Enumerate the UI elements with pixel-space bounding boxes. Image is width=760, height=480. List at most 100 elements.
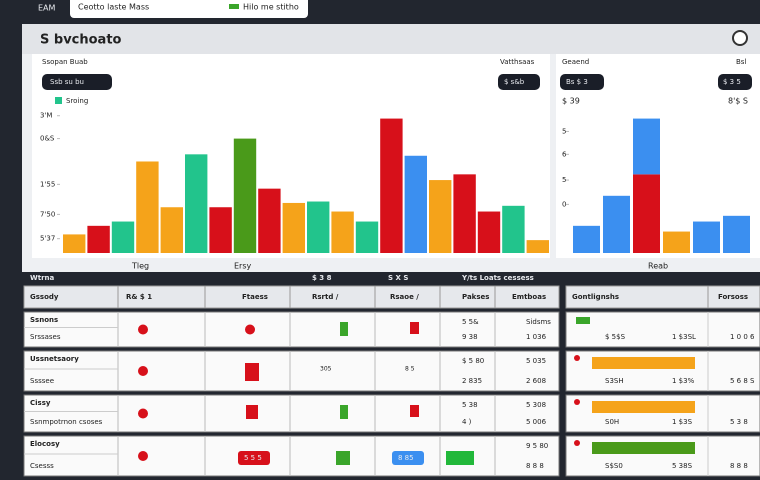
column-header: Gontlignshs (572, 293, 619, 301)
range-button-text: $ 3 5 (723, 78, 741, 86)
y-tick-label: 6 (562, 150, 567, 158)
column-header: R& $ 1 (126, 293, 152, 301)
search-text: Ceotto laste Mass (78, 3, 149, 12)
column-header: Rsrtd / (312, 293, 339, 301)
row-name: Ussnetsaory (30, 355, 79, 363)
alert-icon (410, 405, 419, 417)
filter-button[interactable] (42, 74, 112, 90)
flag-icon (245, 363, 259, 381)
alert-icon (410, 322, 419, 334)
x-label: Tleg (131, 262, 149, 271)
indicator (576, 317, 590, 324)
side-row (565, 394, 760, 433)
row-figure: 4 ) (462, 418, 472, 426)
table-caption: $ 3 8 (312, 274, 332, 282)
row-figure: 5 38 (462, 401, 478, 409)
indicator (574, 440, 580, 446)
ok-icon (340, 405, 348, 419)
row-figure: 5 308 (526, 401, 546, 409)
x-label: Reab (648, 262, 668, 271)
bar (136, 161, 159, 253)
ok-icon (336, 451, 350, 465)
row-figure: $ 5 80 (462, 357, 484, 365)
progress-bar (592, 357, 695, 369)
column-header: Gssody (30, 293, 59, 301)
row-name: Ssnons (30, 316, 58, 324)
search-box[interactable] (70, 0, 308, 18)
side-value: 5 6 8 S (730, 377, 755, 385)
row-sub: Ssnmpotrnon csoses (30, 418, 103, 426)
row-name: Elocosy (30, 440, 60, 448)
row-sub: Csesss (30, 462, 54, 470)
row-figure: 5 5& (462, 318, 479, 326)
y-tick-label: 1'55 (40, 180, 55, 188)
badge (392, 451, 424, 465)
row-name: Cissy (30, 399, 51, 407)
bar (404, 155, 427, 253)
flag-icon (246, 405, 258, 419)
bar (502, 205, 525, 253)
bar (209, 207, 232, 253)
side-header (565, 285, 760, 309)
progress-bar (592, 442, 695, 454)
row-figure: 2 835 (462, 377, 482, 385)
table-row (23, 350, 560, 392)
bar (87, 225, 110, 253)
bar (63, 234, 86, 253)
side-row (565, 311, 760, 348)
range-button[interactable] (498, 74, 540, 90)
row-value: 305 (320, 366, 332, 373)
table-caption: S X S (388, 274, 408, 282)
row-figure: 1 036 (526, 333, 547, 341)
y-tick-label: 7'50 (40, 210, 55, 218)
bar (160, 207, 183, 253)
row-value: 8 5 (405, 366, 415, 373)
bar (526, 240, 549, 253)
status-dot (138, 408, 148, 419)
y-tick-label: 5 (562, 176, 566, 184)
indicator (574, 355, 580, 361)
badge-text: 8 85 (398, 454, 414, 462)
row-figure: 9 5 80 (526, 442, 548, 450)
bar (185, 154, 208, 253)
card-right-label: Vatthsaas (500, 58, 535, 66)
filter-button[interactable] (560, 74, 604, 90)
bar-segment (693, 221, 720, 253)
bar (111, 221, 135, 253)
side-label: S$S0 (605, 462, 623, 470)
table-row (23, 311, 560, 348)
bar (429, 180, 452, 253)
column-header: Forsoss (718, 293, 748, 301)
range-button[interactable] (718, 74, 752, 90)
bar (453, 174, 476, 253)
progress-bar (592, 401, 695, 413)
settings-icon[interactable] (732, 30, 748, 46)
bar-segment (663, 231, 690, 253)
side-value: 1 $3S (672, 418, 693, 426)
card-right-label: Bsl (736, 58, 746, 66)
x-label: Ersy (234, 262, 252, 271)
bar (477, 211, 501, 253)
filter-button-text: Ssb su bu (50, 78, 84, 86)
bar (258, 188, 281, 253)
y-tick-label: 5 (562, 127, 566, 135)
y-tick-label: 3'M (40, 112, 52, 120)
row-sub: Srssases (30, 333, 61, 341)
bar-segment (603, 195, 630, 253)
status-dot (138, 324, 148, 335)
card-note: 8'$ S (728, 97, 748, 106)
y-tick-label: 0 (562, 200, 566, 208)
bar (233, 138, 257, 253)
row-figure: 8 8 8 (526, 462, 544, 470)
side-value: 1 $3SL (672, 333, 696, 341)
bar (380, 118, 403, 253)
bar-segment (723, 215, 750, 253)
status-text: Hilo me stitho (243, 3, 299, 12)
side-value: 1 $3% (672, 377, 695, 385)
badge (238, 451, 270, 465)
bar (331, 211, 354, 253)
card-note: $ 39 (562, 97, 580, 106)
status-dot (229, 4, 239, 9)
side-label: S0H (605, 418, 619, 426)
